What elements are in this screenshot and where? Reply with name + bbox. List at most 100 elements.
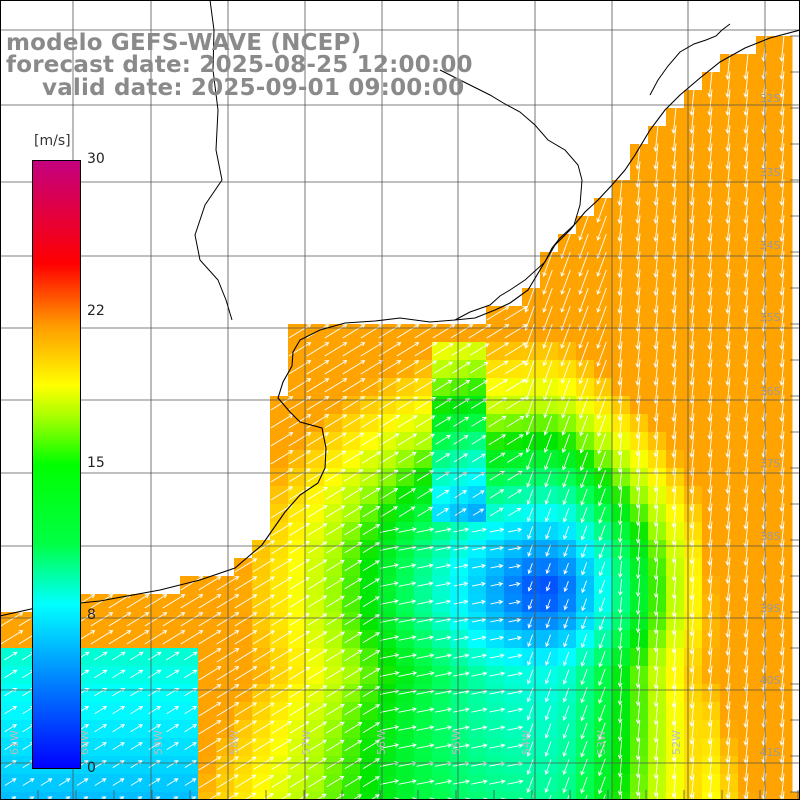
wind-arrow (253, 775, 274, 788)
wind-arrow (653, 649, 659, 671)
wind-arrow (617, 377, 623, 404)
wind-arrow (362, 632, 380, 644)
wind-arrow (635, 560, 641, 580)
wind-arrow (707, 305, 713, 332)
wind-arrow (779, 467, 785, 494)
wind-arrow (234, 576, 258, 591)
wind-arrow (490, 635, 505, 641)
colorbar-tick: 15 (87, 455, 105, 471)
wind-arrow (617, 560, 623, 579)
wind-arrow (253, 738, 275, 752)
wind-arrow (689, 197, 695, 224)
wind-arrow (689, 179, 695, 206)
wind-arrow (508, 545, 522, 551)
wind-arrow (689, 341, 695, 368)
wind-arrow (148, 706, 162, 715)
wind-speed-cell (198, 792, 217, 800)
wind-arrow (198, 702, 222, 717)
wind-arrow (162, 630, 186, 645)
wind-arrow (743, 773, 749, 800)
wind-arrow (289, 721, 310, 734)
wind-arrow (671, 233, 677, 260)
wind-arrow (508, 635, 522, 641)
wind-arrow (234, 702, 258, 717)
wind-arrow (325, 450, 347, 464)
wind-arrow (653, 577, 659, 599)
wind-arrow (580, 488, 588, 506)
wind-arrow (707, 143, 713, 170)
wind-arrow (598, 651, 606, 668)
wind-arrow (635, 757, 641, 779)
wind-arrow (471, 545, 487, 551)
wind-arrow (725, 539, 731, 566)
wind-arrow (198, 576, 222, 591)
wind-arrow (396, 378, 419, 393)
wind-arrow (653, 775, 659, 798)
wind-arrow (486, 324, 510, 339)
wind-arrow (671, 558, 677, 582)
wind-arrow (689, 720, 695, 745)
wind-arrow (635, 359, 641, 386)
wind-arrow (471, 527, 487, 533)
wind-arrow (561, 397, 571, 419)
wind-arrow (743, 629, 749, 656)
wind-arrow (743, 305, 749, 332)
wind-arrow (725, 413, 731, 440)
wind-arrow (108, 594, 132, 609)
wind-arrow (252, 630, 275, 645)
wind-arrow (653, 505, 659, 528)
wind-arrow (307, 703, 328, 716)
wind-arrow (471, 453, 486, 463)
wind-arrow (271, 739, 292, 752)
wind-arrow (434, 379, 453, 392)
wind-arrow (743, 215, 749, 242)
wind-arrow (544, 507, 552, 523)
wind-arrow (398, 527, 417, 533)
wind-arrow (22, 778, 35, 786)
wind-speed-cell (594, 792, 613, 800)
wind-arrow (707, 629, 713, 656)
wind-arrow (653, 666, 659, 690)
wind-arrow (288, 378, 312, 393)
wind-arrow (470, 380, 489, 392)
wind-arrow (489, 671, 506, 677)
wind-arrow (527, 652, 534, 666)
latitude-label: 38S (760, 530, 781, 543)
wind-speed-cell (792, 792, 800, 800)
wind-arrow (653, 523, 659, 545)
wind-arrow (544, 669, 552, 685)
wind-arrow (617, 450, 623, 474)
wind-arrow (779, 305, 785, 332)
wind-arrow (725, 467, 731, 494)
wind-arrow (579, 415, 589, 437)
wind-arrow (198, 612, 222, 627)
wind-arrow (617, 432, 623, 456)
wind-arrow (656, 792, 659, 800)
wind-arrow (617, 215, 623, 242)
wind-arrow (545, 634, 552, 648)
wind-arrow (343, 432, 365, 446)
wind-arrow (779, 701, 785, 728)
wind-arrow (380, 599, 399, 605)
wind-arrow (434, 725, 453, 731)
wind-arrow (743, 125, 749, 152)
wind-arrow (689, 143, 695, 170)
wind-arrow (525, 397, 535, 419)
wind-arrow (563, 526, 570, 540)
wind-arrow (779, 35, 785, 62)
wind-arrow (326, 631, 345, 644)
wind-arrow (779, 593, 785, 620)
wind-arrow (653, 215, 659, 242)
wind-arrow (490, 599, 504, 605)
wind-arrow (779, 755, 785, 782)
wind-arrow (653, 613, 659, 635)
wind-arrow (489, 743, 506, 749)
wind-arrow (580, 776, 588, 794)
wind-arrow (271, 522, 293, 537)
wind-arrow (326, 613, 345, 626)
wind-arrow (707, 161, 713, 188)
wind-arrow (580, 723, 588, 740)
wind-arrow (416, 527, 435, 533)
wind-arrow (234, 720, 257, 735)
wind-arrow (307, 613, 328, 626)
